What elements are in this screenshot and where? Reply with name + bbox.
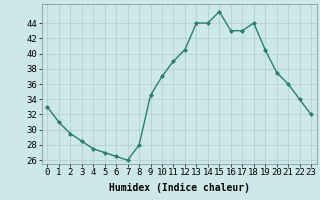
X-axis label: Humidex (Indice chaleur): Humidex (Indice chaleur) [109,183,250,193]
